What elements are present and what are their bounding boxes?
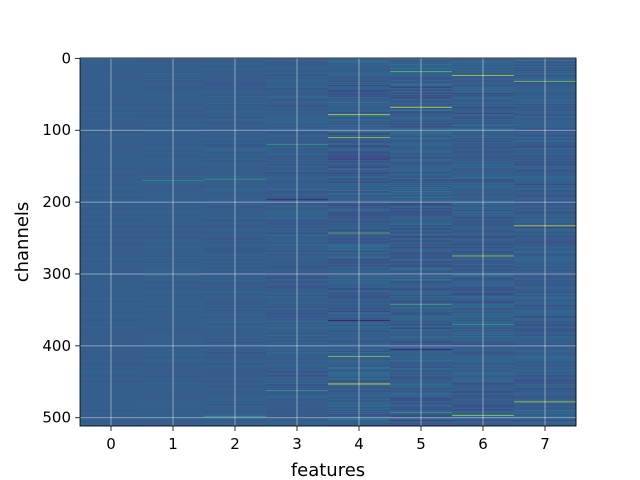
x-tick-label: 1 [168,435,178,453]
y-tick-label: 100 [42,121,71,139]
heatmap-cells [80,58,577,427]
x-tick-label: 0 [106,435,116,453]
y-tick-label: 0 [61,49,71,67]
grid-lines [80,57,576,426]
y-axis-ticks: 0 100 200 300 400 500 [42,49,80,427]
x-tick-label: 6 [478,435,488,453]
x-axis-label: features [291,460,365,480]
y-tick-label: 200 [42,193,71,211]
y-tick-label: 300 [42,265,71,283]
y-tick-label: 500 [42,409,71,427]
x-tick-label: 3 [292,435,302,453]
y-tick-label: 400 [42,337,71,355]
x-tick-label: 5 [416,435,426,453]
y-axis-label: channels [12,202,33,283]
x-tick-label: 2 [230,435,240,453]
x-tick-label: 7 [540,435,550,453]
x-tick-label: 4 [354,435,364,453]
plot-frame [79,57,577,427]
x-axis-ticks: 0 1 2 3 4 5 6 7 [106,426,550,453]
